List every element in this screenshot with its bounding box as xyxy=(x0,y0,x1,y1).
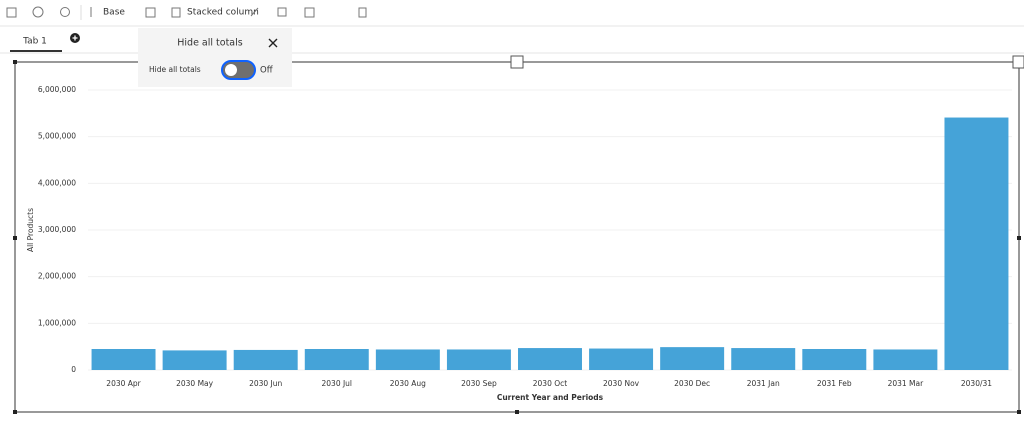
x-tick-label: 2030 Nov xyxy=(603,379,640,388)
pin-icon[interactable] xyxy=(250,7,259,17)
bar xyxy=(375,349,440,370)
swap-icon[interactable] xyxy=(304,7,315,18)
y-tick-label: 1,000,000 xyxy=(38,318,76,327)
save-icon[interactable] xyxy=(6,7,17,18)
toggle-state: Off xyxy=(260,66,274,76)
popup-title: Hide all totals xyxy=(177,38,243,49)
bar xyxy=(91,349,156,370)
x-tick-label: 2030 Jul xyxy=(322,379,353,388)
bar xyxy=(304,349,369,370)
close-button[interactable] xyxy=(268,38,278,48)
toggle-knob xyxy=(225,64,237,76)
bar xyxy=(162,350,227,370)
handle[interactable] xyxy=(1017,410,1021,414)
bar xyxy=(731,348,796,370)
plot: All Products Current Year and Periods 0 1… xyxy=(26,85,1012,402)
handle[interactable] xyxy=(13,410,17,414)
chart-type-button[interactable]: Stacked column xyxy=(187,8,259,18)
base-button[interactable]: Base xyxy=(103,8,125,18)
bar xyxy=(660,347,725,370)
handle[interactable] xyxy=(515,410,519,414)
y-axis-title: All Products xyxy=(26,208,35,252)
copy-icon[interactable] xyxy=(277,7,287,17)
popup-panel xyxy=(138,28,292,87)
x-axis-title: Current Year and Periods xyxy=(497,393,604,402)
chart-frame xyxy=(13,55,1024,414)
x-tick-label: 2030/31 xyxy=(961,379,992,388)
chart-type-icon xyxy=(171,7,181,18)
x-tick-label: 2030 Dec xyxy=(674,379,710,388)
handle[interactable] xyxy=(1017,236,1021,240)
pin-icon[interactable] xyxy=(32,6,44,18)
tab[interactable]: Tab 1 xyxy=(22,37,47,47)
toggle-label: Hide all totals xyxy=(149,65,201,74)
x-tick-label: 2031 Jan xyxy=(747,379,780,388)
x-tick-label: 2031 Feb xyxy=(817,379,852,388)
x-tick-label: 2030 May xyxy=(176,379,214,388)
totals-icon[interactable] xyxy=(145,7,156,18)
bar xyxy=(446,349,511,370)
bar xyxy=(589,348,654,370)
bar xyxy=(233,349,298,370)
popup: Hide all totals Hide all totals Off xyxy=(138,28,292,87)
handle[interactable] xyxy=(13,60,17,64)
x-tick-label: 2030 Sep xyxy=(461,379,497,388)
delete-icon[interactable] xyxy=(358,7,367,18)
toolbar: Base Stacked column xyxy=(6,5,367,20)
move-handle[interactable] xyxy=(510,55,524,69)
y-tick-label: 4,000,000 xyxy=(38,178,76,187)
y-tick-label: 0 xyxy=(71,365,76,374)
add-tab-plus xyxy=(72,35,78,41)
bar xyxy=(873,349,938,370)
y-tick-label: 2,000,000 xyxy=(38,272,76,281)
x-tick-label: 2030 Aug xyxy=(390,379,426,388)
expand-handle[interactable] xyxy=(1012,55,1024,69)
bar xyxy=(802,349,867,370)
handle[interactable] xyxy=(13,236,17,240)
refresh-icon[interactable] xyxy=(60,7,70,17)
x-tick-label: 2030 Jun xyxy=(249,379,282,388)
y-tick-label: 5,000,000 xyxy=(38,132,76,141)
bar xyxy=(944,117,1009,371)
x-tick-label: 2030 Oct xyxy=(533,379,567,388)
x-tick-label: 2031 Mar xyxy=(888,379,925,388)
y-tick-label: 6,000,000 xyxy=(38,85,76,94)
bar xyxy=(518,348,582,370)
y-tick-label: 3,000,000 xyxy=(38,225,76,234)
x-tick-label: 2030 Apr xyxy=(106,379,141,388)
